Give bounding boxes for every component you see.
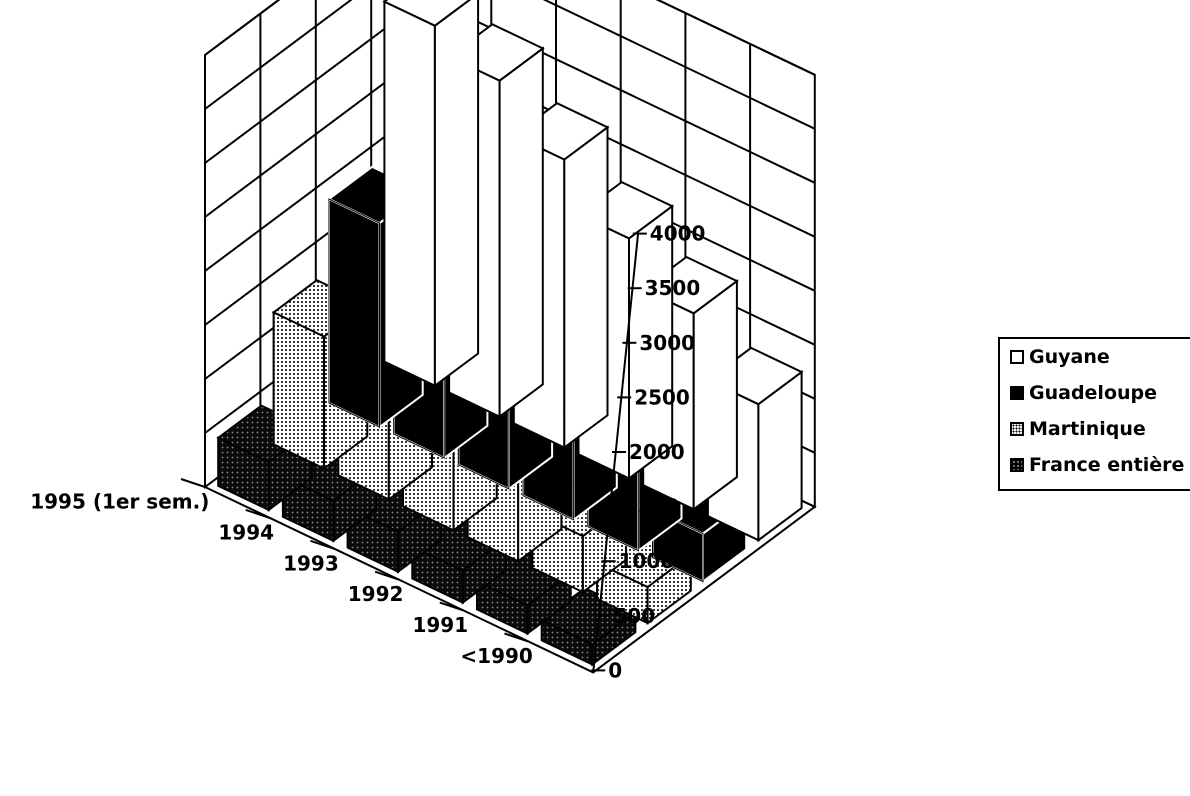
- y-tick-label: 2500: [634, 385, 690, 409]
- y-tick-label: 3500: [645, 276, 701, 300]
- legend-item-guyane: Guyane: [1000, 339, 1190, 375]
- x-tick: [180, 478, 206, 488]
- legend-swatch-guadeloupe: [1010, 386, 1024, 400]
- bar-front-face: [328, 197, 381, 429]
- bar-side-face: [563, 125, 609, 450]
- x-tick: [439, 601, 465, 612]
- y-tick-label: 1000: [619, 549, 675, 573]
- bar-outline: [328, 198, 380, 428]
- category-label: 1991: [412, 613, 468, 637]
- x-tick: [504, 632, 529, 643]
- legend-item-france-entiere: France entière: [1000, 447, 1190, 483]
- legend-item-guadeloupe: Guadeloupe: [1000, 375, 1190, 411]
- y-tick-label: 4000: [650, 222, 706, 246]
- bar-side-face: [433, 0, 480, 388]
- bar-side-face: [498, 46, 544, 419]
- y-tick-label: 500: [613, 604, 655, 628]
- bar-front-face: [383, 0, 436, 388]
- legend-swatch-france-entiere: [1010, 458, 1024, 472]
- bar-side-face: [692, 279, 738, 512]
- chart-labels: 0 500 1000 1500 2000 2500 3000 3500 4000 1995 (1e…: [30, 222, 705, 683]
- category-label: <1990: [460, 644, 532, 668]
- legend-swatch-guyane: [1010, 350, 1024, 364]
- chart-bars: [216, 0, 804, 667]
- x-tick: [245, 508, 271, 519]
- y-tick-label: 0: [608, 658, 622, 682]
- legend-item-martinique: Martinique: [1000, 411, 1190, 447]
- y-tick-label: 1500: [624, 495, 680, 519]
- bar-top-face: [382, 0, 472, 27]
- chart-legend: Guyane Guadeloupe Martinique France enti…: [998, 337, 1190, 491]
- legend-label-martinique: Martinique: [1029, 418, 1146, 440]
- category-label: 1993: [283, 551, 339, 575]
- bar-front-face: [272, 310, 326, 471]
- legend-swatch-martinique: [1010, 422, 1024, 436]
- bar-guyane-1995-1er-sem: [382, 0, 480, 388]
- y-tick-label: 3000: [639, 331, 695, 355]
- x-tick: [310, 539, 335, 550]
- category-label: 1992: [348, 582, 404, 606]
- legend-label-guadeloupe: Guadeloupe: [1029, 382, 1158, 404]
- y-tick-label: 2000: [629, 440, 685, 464]
- legend-label-guyane: Guyane: [1029, 346, 1110, 368]
- category-label: 1995 (1er sem.): [30, 489, 209, 513]
- category-label: 1994: [218, 520, 274, 544]
- x-tick: [374, 570, 400, 581]
- legend-label-france-entiere: France entière: [1029, 454, 1185, 476]
